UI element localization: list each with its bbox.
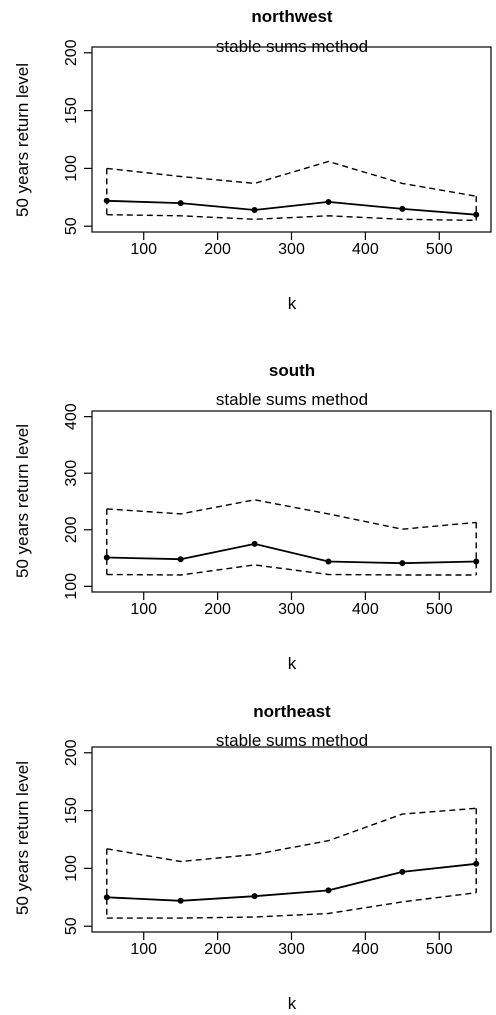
chart-panel-northwest: northwest stable sums method 100 200 300 400 5…: [13, 7, 492, 313]
x-axis-label: k: [288, 654, 297, 673]
chart-panel-northeast: northeast stable sums method 100 200 300 400 5…: [13, 702, 492, 1013]
chart-subtitle: stable sums method: [216, 731, 368, 750]
y-tick-label: 50: [63, 217, 80, 235]
y-tick-label: 100: [63, 155, 80, 182]
y-axis-label: 50 years return level: [13, 424, 32, 578]
series-estimate-point: [177, 556, 184, 563]
series-estimate-point: [251, 540, 258, 547]
plot-frame: [91, 46, 492, 233]
y-tick-label: 100: [63, 573, 80, 600]
y-tick-label: 200: [63, 739, 80, 766]
x-tick-label: 400: [352, 241, 379, 258]
series-lower-line: [106, 214, 477, 222]
series-estimate-line: [106, 862, 477, 902]
y-tick-label: 150: [63, 97, 80, 124]
y-axis-label: 50 years return level: [13, 63, 32, 217]
series-estimate-point: [399, 868, 406, 875]
series-estimate-point: [177, 897, 184, 904]
y-tick-label: 200: [63, 39, 80, 66]
series-estimate-point: [177, 200, 184, 207]
y-tick-label: 100: [63, 855, 80, 882]
x-tick-label: 200: [204, 601, 231, 618]
series-estimate-point: [325, 558, 332, 565]
series-estimate-point: [399, 560, 406, 567]
y-tick-label: 150: [63, 797, 80, 824]
series-estimate-point: [103, 554, 110, 561]
chart-subtitle: stable sums method: [216, 37, 368, 56]
plot-frame: [91, 410, 492, 593]
x-tick-label: 300: [278, 241, 305, 258]
series-estimate-point: [473, 558, 480, 565]
series-lower-line: [106, 892, 477, 919]
chart-title: northeast: [253, 702, 331, 721]
x-tick-label: 100: [130, 941, 157, 958]
y-tick-label: 50: [63, 917, 80, 935]
series-estimate-line: [106, 542, 477, 565]
chart-title: northwest: [251, 7, 333, 26]
chart-panel-south: south stable sums method 100 200 300 400 500 10…: [13, 361, 492, 673]
x-tick-label: 500: [426, 941, 453, 958]
series-upper-line: [106, 499, 477, 530]
series-estimate-line: [106, 199, 477, 216]
series-estimate-point: [325, 198, 332, 205]
series-estimate-point: [251, 207, 258, 214]
x-tick-label: 400: [352, 601, 379, 618]
x-tick-label: 500: [426, 601, 453, 618]
y-axis-label: 50 years return level: [13, 761, 32, 915]
x-tick-label: 200: [204, 941, 231, 958]
series-estimate-point: [251, 893, 258, 900]
series-estimate-point: [325, 887, 332, 894]
y-tick-label: 400: [63, 403, 80, 430]
series-estimate-point: [103, 894, 110, 901]
x-tick-label: 500: [426, 241, 453, 258]
chart-subtitle: stable sums method: [216, 390, 368, 409]
x-tick-label: 100: [130, 241, 157, 258]
series-lower-line: [106, 564, 477, 576]
chart-title: south: [269, 361, 315, 380]
x-tick-label: 200: [204, 241, 231, 258]
x-axis-label: k: [288, 994, 297, 1013]
series-upper-line: [106, 807, 477, 863]
x-tick-label: 300: [278, 941, 305, 958]
y-tick-label: 300: [63, 460, 80, 487]
plot-frame: [91, 746, 492, 933]
series-upper-line: [106, 160, 477, 197]
x-tick-label: 300: [278, 601, 305, 618]
series-estimate-point: [399, 205, 406, 212]
series-estimate-point: [473, 211, 480, 218]
x-axis-label: k: [288, 294, 297, 313]
y-tick-label: 200: [63, 516, 80, 543]
x-tick-label: 100: [130, 601, 157, 618]
x-tick-label: 400: [352, 941, 379, 958]
